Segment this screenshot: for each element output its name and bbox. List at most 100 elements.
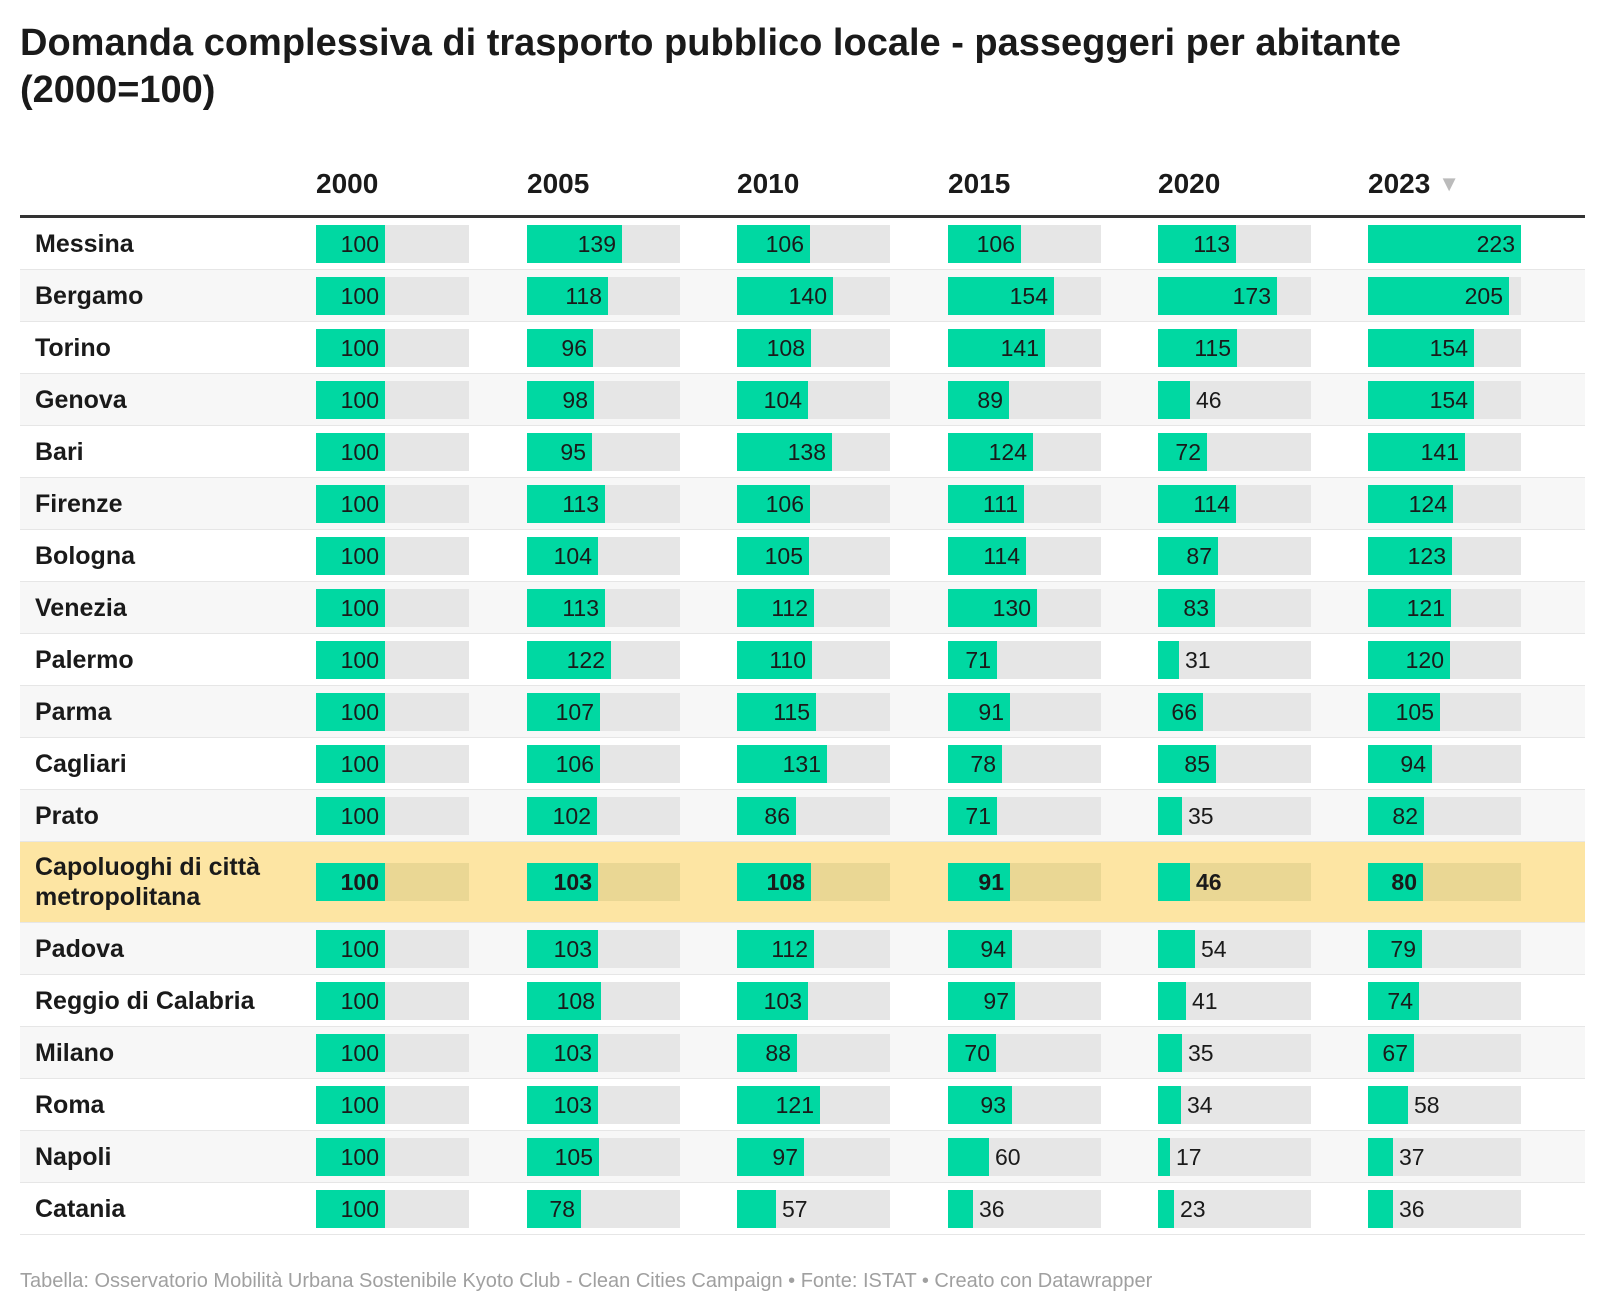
column-header-label: 2020 <box>1158 168 1221 199</box>
bar-cell: 112 <box>737 929 890 968</box>
bar-value-label: 46 <box>1196 869 1222 895</box>
bar-cell: 100 <box>316 981 469 1020</box>
bar-value-label: 107 <box>555 698 594 725</box>
bar-value-label: 100 <box>340 438 379 465</box>
bar <box>316 1085 385 1124</box>
bar <box>1368 863 1423 901</box>
bar <box>948 863 1010 901</box>
bar-cell: 37 <box>1368 1137 1521 1176</box>
bar-cell: 113 <box>527 484 680 523</box>
row-label: Padova <box>35 934 124 963</box>
bar <box>316 328 385 367</box>
bar-cell: 100 <box>316 536 469 575</box>
bar-cell: 89 <box>948 380 1101 419</box>
bar-cell: 103 <box>527 1033 680 1072</box>
source-footer: Tabella: Osservatorio Mobilità Urbana So… <box>20 1270 1153 1292</box>
bar-cell: 103 <box>527 1085 680 1124</box>
column-header-2010[interactable]: 2010 <box>737 168 799 200</box>
bar-cell: 41 <box>1158 981 1311 1020</box>
bar-value-label: 78 <box>970 750 996 777</box>
bar-cell: 141 <box>1368 432 1521 471</box>
bar-value-label: 154 <box>1429 386 1468 413</box>
bar-cell: 124 <box>948 432 1101 471</box>
bar-cell: 121 <box>1368 588 1521 627</box>
bar-value-label: 57 <box>782 1195 808 1222</box>
bar-value-label: 154 <box>1009 282 1048 309</box>
bar-value-label: 78 <box>549 1195 575 1222</box>
bar-cell: 124 <box>1368 484 1521 523</box>
bar-cell: 115 <box>1158 328 1311 367</box>
column-header-2015[interactable]: 2015 <box>948 168 1010 200</box>
bar-value-label: 121 <box>775 1091 814 1118</box>
bar <box>527 692 600 731</box>
bar <box>1368 1033 1414 1072</box>
bar <box>316 640 385 679</box>
bar-value-label: 74 <box>1387 987 1413 1014</box>
bar <box>737 796 796 835</box>
bar-cell: 91 <box>948 863 1101 901</box>
bar-cell: 23 <box>1158 1189 1311 1228</box>
bar-value-label: 87 <box>1186 542 1212 569</box>
bar-cell: 80 <box>1368 863 1521 901</box>
bar-value-label: 118 <box>565 282 602 309</box>
bar <box>1158 1189 1174 1228</box>
bar-value-label: 114 <box>1193 490 1230 517</box>
bar <box>1368 692 1440 731</box>
bar-cell: 113 <box>527 588 680 627</box>
bar-cell: 131 <box>737 744 890 783</box>
bar-value-label: 124 <box>988 438 1027 465</box>
bar-cell: 106 <box>948 224 1101 263</box>
bar-value-label: 139 <box>577 230 616 257</box>
bar-value-label: 46 <box>1196 386 1222 413</box>
table-body: Messina 100 139 106 106 113 223 Bergamo 100 118 14… <box>20 218 1585 1235</box>
bar <box>316 432 385 471</box>
column-header-label: 2015 <box>948 168 1011 199</box>
bar-value-label: 141 <box>1000 334 1039 361</box>
column-header-2000[interactable]: 2000 <box>316 168 378 200</box>
bar-cell: 111 <box>948 484 1101 523</box>
bar <box>948 328 1045 367</box>
row-label: Prato <box>35 801 99 830</box>
bar <box>527 1033 598 1072</box>
bar-value-label: 138 <box>787 438 826 465</box>
bar-cell: 100 <box>316 863 469 901</box>
bar-value-label: 93 <box>980 1091 1006 1118</box>
bar-cell: 106 <box>527 744 680 783</box>
column-header-2020[interactable]: 2020 <box>1158 168 1220 200</box>
bar <box>527 929 598 968</box>
bar-value-label: 60 <box>995 1143 1021 1170</box>
bar-value-label: 100 <box>340 334 379 361</box>
table-row: Palermo 100 122 110 71 31 120 <box>20 634 1585 686</box>
column-header-2023[interactable]: 2023 ▼ <box>1368 168 1460 200</box>
bar-cell: 102 <box>527 796 680 835</box>
bar-value-label: 71 <box>965 646 991 673</box>
bar <box>737 276 833 315</box>
bar-cell: 154 <box>1368 328 1521 367</box>
bar-value-label: 140 <box>788 282 827 309</box>
bar-value-label: 82 <box>1392 802 1418 829</box>
bar <box>527 640 611 679</box>
bar <box>948 588 1037 627</box>
bar-value-label: 112 <box>771 594 808 621</box>
bar <box>1158 328 1237 367</box>
bar-value-label: 131 <box>782 750 821 777</box>
bar-value-label: 115 <box>1194 334 1231 361</box>
bar-value-label: 103 <box>553 1091 592 1118</box>
column-header-2005[interactable]: 2005 <box>527 168 589 200</box>
bar <box>316 1033 385 1072</box>
bar-cell: 100 <box>316 1033 469 1072</box>
bar <box>1158 796 1182 835</box>
bar <box>316 224 385 263</box>
bar-cell: 112 <box>737 588 890 627</box>
bar-value-label: 100 <box>340 1195 379 1222</box>
column-header-label: 2000 <box>316 168 379 199</box>
row-label: Reggio di Calabria <box>35 986 255 1015</box>
bar-cell: 67 <box>1368 1033 1521 1072</box>
bar-value-label: 104 <box>763 386 802 413</box>
bar-cell: 105 <box>737 536 890 575</box>
bar-value-label: 36 <box>979 1195 1005 1222</box>
bar-cell: 103 <box>737 981 890 1020</box>
bar-value-label: 105 <box>1395 698 1434 725</box>
bar <box>948 692 1010 731</box>
bar-value-label: 34 <box>1187 1091 1213 1118</box>
